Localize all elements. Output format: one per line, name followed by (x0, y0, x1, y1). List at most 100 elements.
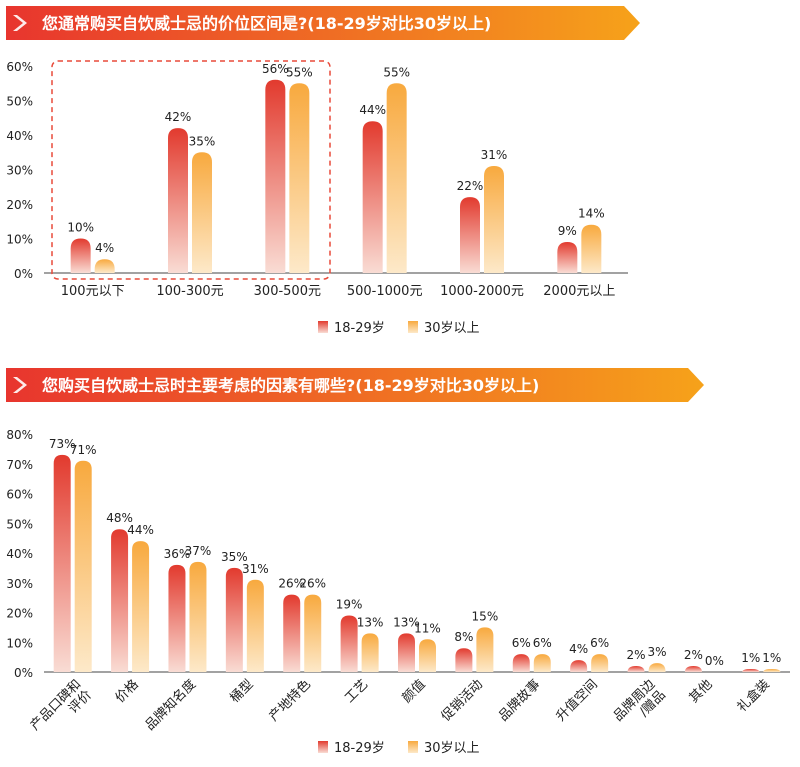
x-tick-label-line: 礼盒装 (734, 676, 773, 715)
x-tick-label-line: 促销活动 (439, 677, 486, 724)
x-tick-label: 价格 (112, 676, 142, 706)
legend-swatch-18-29 (318, 741, 328, 753)
bar-18-29 (398, 633, 415, 672)
bar-18-29 (460, 197, 480, 273)
x-tick-label: 颜值 (399, 676, 429, 706)
x-tick-label-line: 工艺 (342, 677, 371, 706)
chart1-banner-title: 您通常购买自饮威士忌的价位区间是?(18-29岁对比30岁以上) (42, 14, 491, 33)
data-label: 4% (95, 241, 114, 255)
x-tick-label: 工艺 (342, 677, 371, 706)
y-tick-label: 30% (6, 577, 33, 591)
data-label: 44% (127, 523, 154, 537)
y-tick-label: 20% (6, 198, 33, 212)
y-tick-label: 50% (6, 95, 33, 109)
bar-18-29 (70, 238, 91, 273)
y-tick-label: 50% (6, 517, 33, 531)
bar-30-plus (419, 639, 436, 672)
data-label: 0% (705, 654, 724, 668)
legend-label-18-29: 18-29岁 (334, 321, 385, 336)
x-tick-label: 桶型 (228, 677, 257, 706)
y-tick-label: 30% (6, 164, 33, 178)
x-tick-label-line: 桶型 (228, 677, 257, 706)
bar-30-plus (484, 166, 504, 273)
chart2-banner-background (6, 368, 704, 402)
x-tick-label: 100元以下 (61, 284, 125, 299)
x-tick-label: 2000元以上 (543, 284, 615, 299)
bar-30-plus (74, 460, 92, 672)
bar-18-29 (512, 654, 530, 672)
y-tick-label: 40% (6, 129, 33, 143)
bar-30-plus (189, 561, 207, 672)
bar-18-29 (168, 128, 188, 273)
data-label: 15% (472, 609, 499, 623)
x-tick-label-line: 产地特色 (266, 676, 314, 724)
bar-18-29 (455, 648, 473, 672)
y-tick-label: 70% (6, 458, 33, 472)
bar-30-plus (763, 669, 781, 672)
x-tick-label: 100-300元 (156, 284, 223, 299)
x-tick-label: 300-500元 (254, 284, 321, 299)
bar-30-plus (476, 627, 494, 672)
data-label: 42% (165, 110, 192, 124)
data-label: 19% (336, 597, 363, 611)
x-tick-label-line: 升值空间 (553, 676, 601, 724)
bar-18-29 (627, 666, 645, 672)
x-tick-label: 升值空间 (553, 676, 601, 724)
bar-30-plus (246, 579, 264, 672)
bar-18-29 (111, 529, 129, 672)
data-label: 13% (393, 615, 420, 629)
data-label: 55% (286, 65, 313, 79)
data-label: 3% (648, 645, 667, 659)
x-tick-label: 礼盒装 (734, 676, 773, 715)
bar-30-plus (289, 83, 310, 273)
y-tick-label: 80% (6, 428, 33, 442)
data-label: 8% (454, 630, 473, 644)
legend-label-30-plus: 30岁以上 (424, 321, 480, 336)
data-label: 6% (533, 636, 552, 650)
chart2-banner-title: 您购买自饮威士忌时主要考虑的因素有哪些?(18-29岁对比30岁以上) (42, 376, 539, 395)
data-label: 56% (262, 62, 289, 76)
data-label: 37% (185, 544, 212, 558)
bar-18-29 (557, 241, 578, 273)
x-tick-label-line: 品牌知名度 (142, 676, 199, 733)
x-tick-label: 产地特色 (266, 676, 314, 724)
x-tick-label: 品牌周边/赠品 (610, 676, 669, 724)
data-label: 2% (684, 648, 703, 662)
bar-30-plus (94, 259, 115, 273)
x-tick-label: 1000-2000元 (440, 284, 524, 299)
bar-30-plus (192, 152, 212, 273)
data-label: 2% (627, 648, 646, 662)
x-tick-label-line: 价格 (112, 676, 142, 706)
data-label: 9% (558, 224, 577, 238)
bar-18-29 (225, 567, 243, 672)
bar-30-plus (132, 541, 150, 672)
data-label: 1% (741, 651, 760, 665)
bar-30-plus (304, 594, 322, 672)
highlight-box (51, 60, 331, 280)
data-label: 31% (242, 562, 269, 576)
bar-18-29 (283, 594, 301, 672)
bar-18-29 (340, 615, 358, 672)
y-tick-label: 20% (6, 607, 33, 621)
x-tick-label-line: 其他 (687, 677, 716, 706)
data-label: 10% (67, 221, 94, 235)
bar-18-29 (362, 121, 383, 273)
y-tick-label: 0% (14, 267, 33, 281)
bar-18-29 (684, 666, 702, 672)
legend-label-18-29: 18-29岁 (334, 741, 385, 756)
y-tick-label: 60% (6, 488, 33, 502)
bar-30-plus (386, 83, 407, 273)
data-label: 22% (457, 179, 484, 193)
data-label: 35% (221, 550, 248, 564)
y-tick-label: 10% (6, 233, 33, 247)
chart1-banner-background (6, 6, 640, 40)
x-tick-label: 品牌知名度 (142, 676, 199, 733)
x-tick-label: 促销活动 (439, 677, 486, 724)
bar-30-plus (648, 663, 666, 672)
data-label: 48% (106, 511, 133, 525)
chart1-banner-chevron-icon (13, 15, 27, 31)
data-label: 26% (278, 577, 305, 591)
data-label: 44% (359, 103, 386, 117)
